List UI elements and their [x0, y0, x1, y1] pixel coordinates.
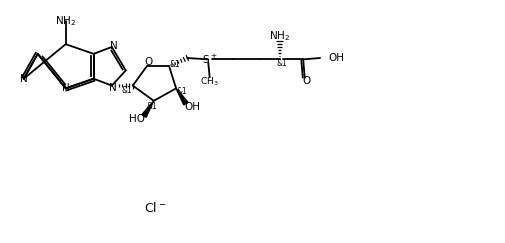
Text: O: O — [144, 57, 153, 67]
Text: &1: &1 — [170, 61, 180, 69]
Text: NH$_2$: NH$_2$ — [55, 14, 76, 28]
Text: HO: HO — [129, 114, 145, 124]
Polygon shape — [176, 88, 188, 105]
Text: &1: &1 — [146, 102, 158, 111]
Text: OH: OH — [184, 102, 199, 112]
Text: N: N — [20, 74, 28, 84]
Text: CH$_3$: CH$_3$ — [200, 75, 219, 88]
Text: Cl$^-$: Cl$^-$ — [143, 201, 166, 216]
Text: N: N — [109, 83, 117, 93]
Text: &1: &1 — [121, 86, 132, 95]
Text: OH: OH — [327, 53, 343, 63]
Text: N: N — [62, 83, 69, 93]
Text: &1: &1 — [177, 87, 187, 96]
Polygon shape — [141, 101, 154, 117]
Text: S$^+$: S$^+$ — [201, 53, 217, 66]
Text: N: N — [110, 41, 118, 51]
Text: &1: &1 — [276, 59, 287, 68]
Text: O: O — [302, 77, 311, 87]
Text: NH$_2$: NH$_2$ — [269, 29, 289, 43]
